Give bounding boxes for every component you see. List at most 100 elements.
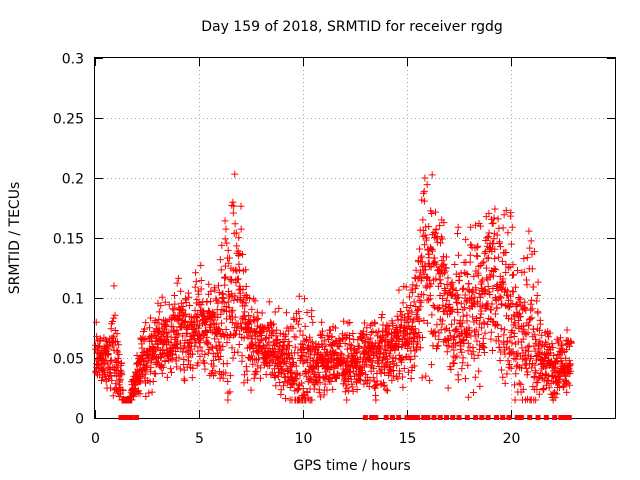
data-point (106, 384, 114, 392)
data-point (419, 227, 427, 235)
data-point (506, 361, 514, 369)
data-point (195, 339, 203, 347)
data-point (521, 305, 529, 313)
data-point (532, 335, 540, 343)
data-point (516, 295, 524, 303)
data-point (196, 343, 204, 351)
data-point (136, 390, 144, 398)
data-point (176, 312, 184, 320)
data-point (421, 266, 429, 274)
data-point (381, 369, 389, 377)
data-point (226, 372, 234, 380)
data-point (523, 254, 531, 262)
data-point (143, 362, 151, 370)
data-point (478, 324, 486, 332)
data-point (218, 293, 226, 301)
data-point (529, 383, 537, 391)
data-point (271, 308, 279, 316)
data-point (442, 253, 450, 261)
data-point (211, 335, 219, 343)
data-point (242, 266, 250, 274)
data-point (105, 372, 113, 380)
data-point (253, 356, 261, 364)
data-point (391, 346, 399, 354)
data-point (512, 370, 520, 378)
y-axis-label: SRMTID / TECUs (7, 182, 23, 295)
data-point (214, 299, 222, 307)
data-point (533, 385, 541, 393)
data-point (444, 384, 452, 392)
zero-point (437, 415, 443, 420)
data-point (259, 325, 267, 333)
data-point (419, 216, 427, 224)
data-point (458, 319, 466, 327)
data-point (457, 300, 465, 308)
data-point (181, 318, 189, 326)
data-point (314, 368, 322, 376)
data-point (289, 324, 297, 332)
data-point (253, 368, 261, 376)
data-point (237, 202, 245, 210)
x-tick-label: 0 (91, 431, 100, 447)
data-point (299, 331, 307, 339)
data-point (525, 321, 533, 329)
data-point (273, 326, 281, 334)
data-point (156, 362, 164, 370)
data-point (172, 348, 180, 356)
data-point (175, 274, 183, 282)
data-point (270, 320, 278, 328)
data-point (461, 304, 469, 312)
data-point (202, 327, 210, 335)
data-point (237, 320, 245, 328)
data-point (161, 358, 169, 366)
data-point (407, 355, 415, 363)
data-point (424, 296, 432, 304)
data-point (299, 392, 307, 400)
data-point (109, 342, 117, 350)
data-point (369, 327, 377, 335)
data-point (318, 318, 326, 326)
data-point (242, 363, 250, 371)
data-point (474, 299, 482, 307)
data-point (446, 363, 454, 371)
data-point (464, 271, 472, 279)
data-point (499, 280, 507, 288)
data-point (413, 345, 421, 353)
data-point (530, 248, 538, 256)
data-point (448, 307, 456, 315)
data-point (485, 209, 493, 217)
data-point (207, 297, 215, 305)
data-point (437, 239, 445, 247)
data-point (140, 336, 148, 344)
data-point (216, 341, 224, 349)
data-point (235, 266, 243, 274)
data-point (437, 280, 445, 288)
data-point (488, 300, 496, 308)
data-point (539, 386, 547, 394)
data-point (219, 343, 227, 351)
data-point (395, 286, 403, 294)
data-point (239, 250, 247, 258)
data-point (524, 329, 532, 337)
data-point (111, 311, 119, 319)
zero-point (456, 415, 462, 420)
data-point (445, 342, 453, 350)
data-point (464, 393, 472, 401)
data-point (317, 350, 325, 358)
data-point (495, 343, 503, 351)
data-point (248, 332, 256, 340)
data-point (341, 388, 349, 396)
data-point (302, 367, 310, 375)
data-point (228, 344, 236, 352)
data-point (241, 302, 249, 310)
data-point (282, 395, 290, 403)
data-point (503, 337, 511, 345)
data-point (346, 340, 354, 348)
data-point (454, 229, 462, 237)
data-point (371, 320, 379, 328)
data-point (318, 333, 326, 341)
data-point (216, 326, 224, 334)
data-point (242, 299, 250, 307)
data-point (110, 314, 118, 322)
data-point (543, 349, 551, 357)
